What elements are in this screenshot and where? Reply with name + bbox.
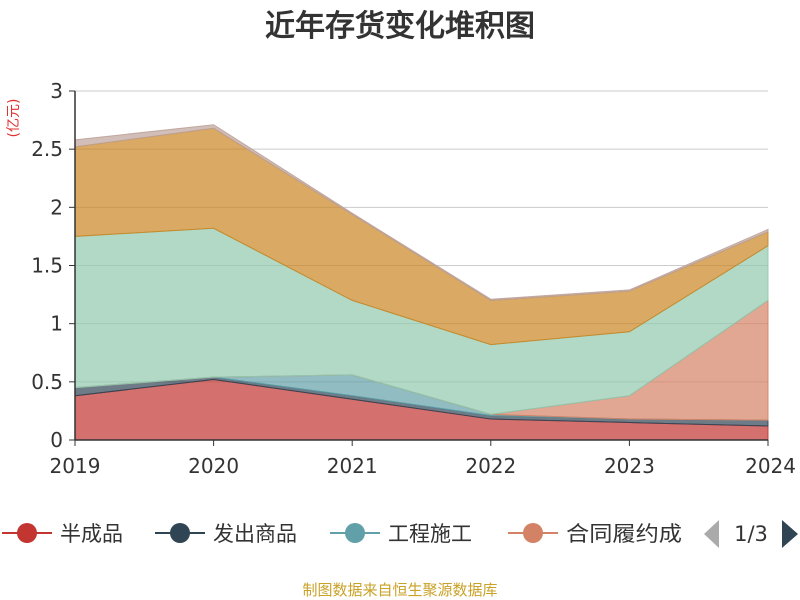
legend-label-3: 合同履约成 [566,522,682,546]
y-unit-label: (亿元) [6,99,22,138]
x-tick-label: 2020 [188,454,239,478]
y-tick-label: 2 [50,195,63,219]
x-tick-label: 2023 [604,454,655,478]
x-tick-label: 2022 [465,454,516,478]
x-tick-label: 2021 [327,454,378,478]
legend-item-1[interactable]: 发出商品 [155,522,297,546]
y-tick-label: 1.5 [31,254,63,278]
legend: 半成品 发出商品 工程施工 合同履约成 1/3 [2,520,798,548]
data-source-note: 制图数据来自恒生聚源数据库 [302,581,497,599]
axes [69,90,769,446]
legend-page-indicator: 1/3 [734,522,768,546]
x-tick-label: 2019 [50,454,101,478]
legend-label-0: 半成品 [60,522,123,546]
x-tick-label: 2024 [745,454,796,478]
area-series-6 [74,124,769,301]
legend-marker-1 [170,523,190,543]
legend-marker-3 [523,523,543,543]
chart-title: 近年存货变化堆积图 [265,9,535,44]
legend-marker-0 [17,523,37,543]
legend-label-2: 工程施工 [388,522,472,546]
legend-item-3[interactable]: 合同履约成 [508,522,682,546]
legend-next-arrow-icon[interactable] [782,520,798,548]
y-tick-label: 2.5 [31,137,63,161]
y-tick-label: 0 [50,428,63,452]
legend-label-1: 发出商品 [213,522,297,546]
x-tick-labels: 2019 2020 2021 2022 2023 2024 [50,454,796,478]
legend-item-0[interactable]: 半成品 [2,522,123,546]
y-tick-label: 0.5 [31,370,63,394]
y-tick-label: 1 [50,312,63,336]
legend-item-2[interactable]: 工程施工 [330,522,472,546]
y-tick-label: 3 [50,79,63,103]
legend-marker-2 [345,523,365,543]
y-tick-labels: 0 0.5 1 1.5 2 2.5 3 [31,79,63,452]
area-series [74,124,769,441]
legend-prev-arrow-icon[interactable] [704,520,719,548]
